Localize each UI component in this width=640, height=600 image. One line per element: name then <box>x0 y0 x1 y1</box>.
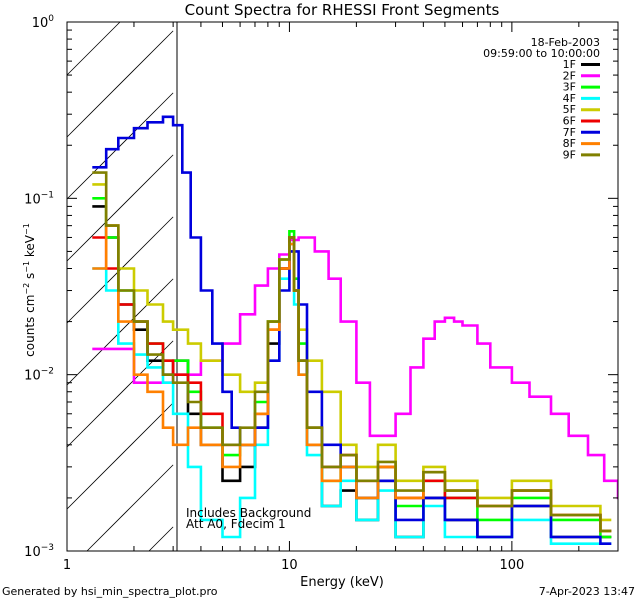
hatch-line <box>86 464 174 552</box>
chart-title: Count Spectra for RHESSI Front Segments <box>185 1 500 19</box>
y-tick-label: 10−2 <box>24 367 54 384</box>
hatch-line <box>66 21 121 76</box>
hatch-line <box>66 278 174 386</box>
legend-label-7f: 7F <box>563 126 576 139</box>
legend-label-9f: 9F <box>563 148 576 161</box>
annotation-attenuator: Att A0, Fdecim 1 <box>186 517 286 531</box>
legend-label-2f: 2F <box>563 69 576 82</box>
hatch-line <box>66 92 174 200</box>
series-1f-line <box>92 205 612 539</box>
axis-ticks: 1 10 100 10−3 10−2 10−1 100 <box>24 14 619 573</box>
series-group <box>92 115 618 545</box>
series-2f-line <box>92 236 618 500</box>
y-axis-label: counts cm−2 s−1 keV−1 <box>22 223 37 357</box>
hatch-line <box>66 30 174 138</box>
hatch-line <box>66 340 174 448</box>
hatch-line <box>148 526 174 552</box>
annotation-background: Includes Background <box>186 506 311 520</box>
hatch-line <box>66 154 174 262</box>
series-3f-line <box>92 197 612 539</box>
series-5f-line <box>92 183 612 522</box>
legend-label-3f: 3F <box>563 81 576 94</box>
y-tick-label: 100 <box>32 14 55 31</box>
legend-label-1f: 1F <box>563 58 576 71</box>
x-tick-label: 100 <box>499 558 524 573</box>
footer-timestamp: 7-Apr-2023 13:47 <box>539 585 635 598</box>
y-tick-label: 10−3 <box>24 543 54 560</box>
y-tick-label: 10−1 <box>24 190 54 207</box>
legend-date: 18-Feb-2003 <box>531 36 600 49</box>
hatched-region <box>66 21 174 552</box>
x-tick-label: 1 <box>63 558 71 573</box>
series-9f-line <box>92 171 612 533</box>
series-8f-line <box>92 224 612 533</box>
x-axis-label: Energy (keV) <box>300 575 384 590</box>
footer-generator: Generated by hsi_min_spectra_plot.pro <box>2 585 218 598</box>
legend-label-5f: 5F <box>563 103 576 116</box>
hatch-line <box>66 216 174 324</box>
legend-time-range: 09:59:00 to 10:00:00 <box>483 47 600 60</box>
plot-frame <box>66 21 619 552</box>
legend-label-6f: 6F <box>563 115 576 128</box>
legend-label-8f: 8F <box>563 137 576 150</box>
legend-label-4f: 4F <box>563 92 576 105</box>
hatch-line <box>66 402 174 510</box>
series-7f-line <box>92 115 612 545</box>
x-tick-label: 10 <box>281 558 298 573</box>
